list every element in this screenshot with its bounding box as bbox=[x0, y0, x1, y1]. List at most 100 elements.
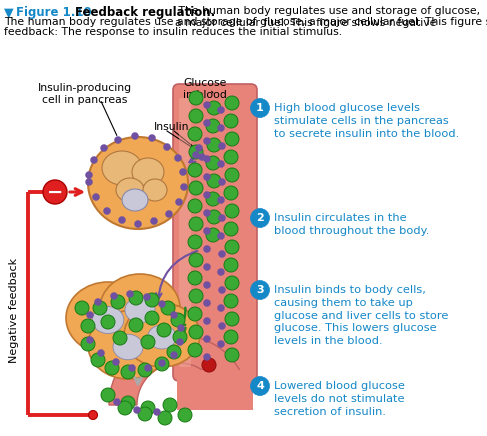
Circle shape bbox=[111, 293, 117, 300]
Circle shape bbox=[101, 315, 115, 329]
Circle shape bbox=[129, 291, 143, 305]
Circle shape bbox=[180, 168, 187, 176]
Circle shape bbox=[138, 363, 152, 377]
Circle shape bbox=[188, 235, 202, 249]
Circle shape bbox=[218, 197, 225, 204]
Circle shape bbox=[218, 106, 225, 113]
Circle shape bbox=[81, 319, 95, 333]
Text: Lowered blood glucose
levels do not stimulate
secretion of insulin.: Lowered blood glucose levels do not stim… bbox=[274, 381, 405, 417]
FancyBboxPatch shape bbox=[179, 98, 191, 367]
Circle shape bbox=[188, 127, 202, 141]
Ellipse shape bbox=[88, 311, 168, 379]
Circle shape bbox=[94, 299, 101, 306]
Text: 1: 1 bbox=[256, 103, 264, 113]
Circle shape bbox=[204, 102, 210, 109]
Circle shape bbox=[204, 137, 210, 144]
Circle shape bbox=[158, 411, 172, 425]
Circle shape bbox=[43, 180, 67, 204]
Circle shape bbox=[153, 409, 161, 416]
Circle shape bbox=[250, 280, 269, 300]
Text: −: − bbox=[47, 183, 63, 201]
Circle shape bbox=[188, 163, 202, 177]
Circle shape bbox=[163, 398, 177, 412]
Circle shape bbox=[206, 228, 220, 242]
Text: Insulin-producing
cell in pancreas: Insulin-producing cell in pancreas bbox=[38, 83, 132, 106]
Circle shape bbox=[206, 192, 220, 206]
Circle shape bbox=[218, 125, 225, 132]
Circle shape bbox=[204, 282, 210, 289]
Circle shape bbox=[189, 325, 203, 339]
Circle shape bbox=[204, 174, 210, 181]
Circle shape bbox=[225, 240, 239, 254]
Circle shape bbox=[91, 353, 105, 367]
Circle shape bbox=[219, 178, 225, 185]
Circle shape bbox=[225, 276, 239, 290]
Circle shape bbox=[204, 263, 210, 270]
Circle shape bbox=[225, 168, 239, 182]
Circle shape bbox=[81, 337, 95, 351]
Circle shape bbox=[141, 335, 155, 349]
Ellipse shape bbox=[116, 178, 144, 202]
Circle shape bbox=[188, 343, 202, 357]
Text: Glucose
in blood: Glucose in blood bbox=[183, 78, 227, 100]
Circle shape bbox=[204, 191, 210, 198]
Ellipse shape bbox=[88, 137, 188, 229]
Text: 2: 2 bbox=[256, 213, 264, 223]
Circle shape bbox=[141, 401, 155, 415]
Circle shape bbox=[218, 269, 225, 276]
Text: The human body regulates use and storage of glucose, a major cellular fuel. This: The human body regulates use and storage… bbox=[4, 17, 487, 27]
Circle shape bbox=[133, 406, 141, 413]
Circle shape bbox=[188, 199, 202, 213]
Circle shape bbox=[224, 114, 238, 128]
Circle shape bbox=[127, 290, 133, 297]
Circle shape bbox=[224, 222, 238, 236]
Circle shape bbox=[89, 411, 97, 419]
Circle shape bbox=[101, 388, 115, 402]
Circle shape bbox=[178, 408, 192, 422]
Circle shape bbox=[250, 377, 269, 395]
Circle shape bbox=[145, 311, 159, 325]
Circle shape bbox=[121, 396, 135, 410]
Circle shape bbox=[225, 132, 239, 146]
Circle shape bbox=[224, 186, 238, 200]
Circle shape bbox=[207, 138, 221, 152]
Circle shape bbox=[164, 143, 170, 150]
Text: ▼: ▼ bbox=[4, 6, 14, 19]
Circle shape bbox=[155, 357, 169, 371]
Circle shape bbox=[218, 160, 225, 167]
Circle shape bbox=[189, 109, 203, 123]
Circle shape bbox=[189, 289, 203, 303]
Circle shape bbox=[87, 337, 94, 344]
Circle shape bbox=[87, 311, 94, 319]
Text: Insulin circulates in the
blood throughout the body.: Insulin circulates in the blood througho… bbox=[274, 213, 430, 236]
Circle shape bbox=[173, 330, 187, 344]
Text: Insulin: Insulin bbox=[154, 122, 190, 132]
Circle shape bbox=[204, 210, 210, 217]
Circle shape bbox=[93, 194, 99, 201]
Circle shape bbox=[204, 228, 210, 235]
Circle shape bbox=[175, 198, 183, 205]
Text: Insulin binds to body cells,
causing them to take up
glucose and liver cells to : Insulin binds to body cells, causing the… bbox=[274, 285, 449, 346]
Circle shape bbox=[145, 364, 151, 371]
Circle shape bbox=[204, 245, 210, 252]
Text: feedback: The response to insulin reduces the initial stimulus.: feedback: The response to insulin reduce… bbox=[4, 27, 342, 37]
Circle shape bbox=[167, 345, 181, 359]
Circle shape bbox=[188, 307, 202, 321]
FancyBboxPatch shape bbox=[173, 84, 257, 381]
Circle shape bbox=[204, 119, 210, 126]
Circle shape bbox=[104, 208, 111, 215]
Circle shape bbox=[219, 215, 225, 221]
Circle shape bbox=[225, 96, 239, 110]
Circle shape bbox=[97, 350, 105, 357]
Wedge shape bbox=[109, 335, 249, 405]
Ellipse shape bbox=[132, 158, 164, 186]
Ellipse shape bbox=[92, 307, 124, 334]
Circle shape bbox=[189, 253, 203, 267]
Text: Negative feedback: Negative feedback bbox=[9, 257, 19, 363]
Circle shape bbox=[204, 300, 210, 307]
Text: Figure 1.10: Figure 1.10 bbox=[16, 6, 92, 19]
Circle shape bbox=[118, 217, 126, 224]
Circle shape bbox=[192, 151, 200, 159]
Circle shape bbox=[149, 134, 155, 142]
Circle shape bbox=[207, 210, 221, 224]
